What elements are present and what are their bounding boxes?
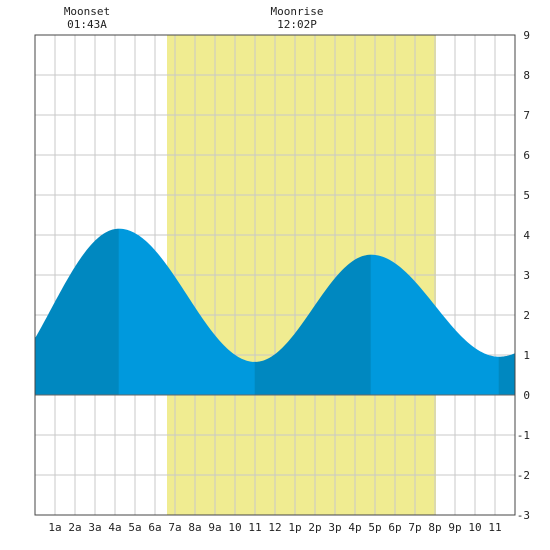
tide-segment-falling: [118, 228, 256, 396]
y-tick-label: 9: [523, 29, 530, 42]
tide-segment-rising: [34, 228, 120, 396]
y-tick-label: 7: [523, 109, 530, 122]
x-tick-label: 3a: [88, 521, 101, 534]
y-tick-label: -2: [517, 469, 530, 482]
x-tick-label: 8a: [188, 521, 201, 534]
x-tick-label: 4p: [348, 521, 361, 534]
moonset-label: Moonset: [64, 5, 110, 18]
x-tick-label: 11: [248, 521, 261, 534]
x-tick-label: 7a: [168, 521, 181, 534]
y-tick-label: -3: [517, 509, 530, 522]
y-tick-label: 0: [523, 389, 530, 402]
x-tick-label: 9a: [208, 521, 221, 534]
x-tick-labels: 1a 2a 3a 4a 5a 6a 7a 8a 9a 10 11 12 1p 2p 3p 4p 5p 6p 7p 8p…: [48, 521, 501, 534]
y-tick-label: -1: [517, 429, 530, 442]
x-tick-label: 12: [268, 521, 281, 534]
y-tick-label: 5: [523, 189, 530, 202]
y-tick-labels: -3 -2 -1 0 1 2 3 4 5 6 7 8 9: [517, 29, 531, 522]
x-tick-label: 1a: [48, 521, 61, 534]
x-tick-label: 9p: [448, 521, 461, 534]
moonrise-label: Moonrise: [271, 5, 324, 18]
x-tick-label: 8p: [428, 521, 441, 534]
x-tick-label: 10: [228, 521, 241, 534]
x-tick-label: 7p: [408, 521, 421, 534]
moonrise-time: 12:02P: [277, 18, 317, 31]
x-tick-label: 6p: [388, 521, 401, 534]
x-tick-label: 2a: [68, 521, 81, 534]
y-tick-label: 6: [523, 149, 530, 162]
tide-segment-rising: [254, 254, 372, 396]
moonset-time: 01:43A: [67, 18, 107, 31]
y-tick-label: 4: [523, 229, 530, 242]
x-tick-label: 5a: [128, 521, 141, 534]
y-tick-label: 8: [523, 69, 530, 82]
x-tick-label: 2p: [308, 521, 321, 534]
x-tick-label: 4a: [108, 521, 121, 534]
tide-area-layer: [34, 228, 516, 396]
tide-segment-falling: [370, 254, 500, 396]
x-tick-label: 10: [468, 521, 481, 534]
y-tick-label: 2: [523, 309, 530, 322]
y-tick-label: 1: [523, 349, 530, 362]
x-tick-label: 1p: [288, 521, 301, 534]
plot-frame: [34, 34, 516, 516]
y-tick-label: 3: [523, 269, 530, 282]
x-tick-label: 6a: [148, 521, 161, 534]
grid-layer: [35, 34, 515, 516]
x-tick-label: 5p: [368, 521, 381, 534]
tide-segment-rising: [498, 353, 516, 396]
x-tick-label: 11: [488, 521, 501, 534]
x-tick-label: 3p: [328, 521, 341, 534]
